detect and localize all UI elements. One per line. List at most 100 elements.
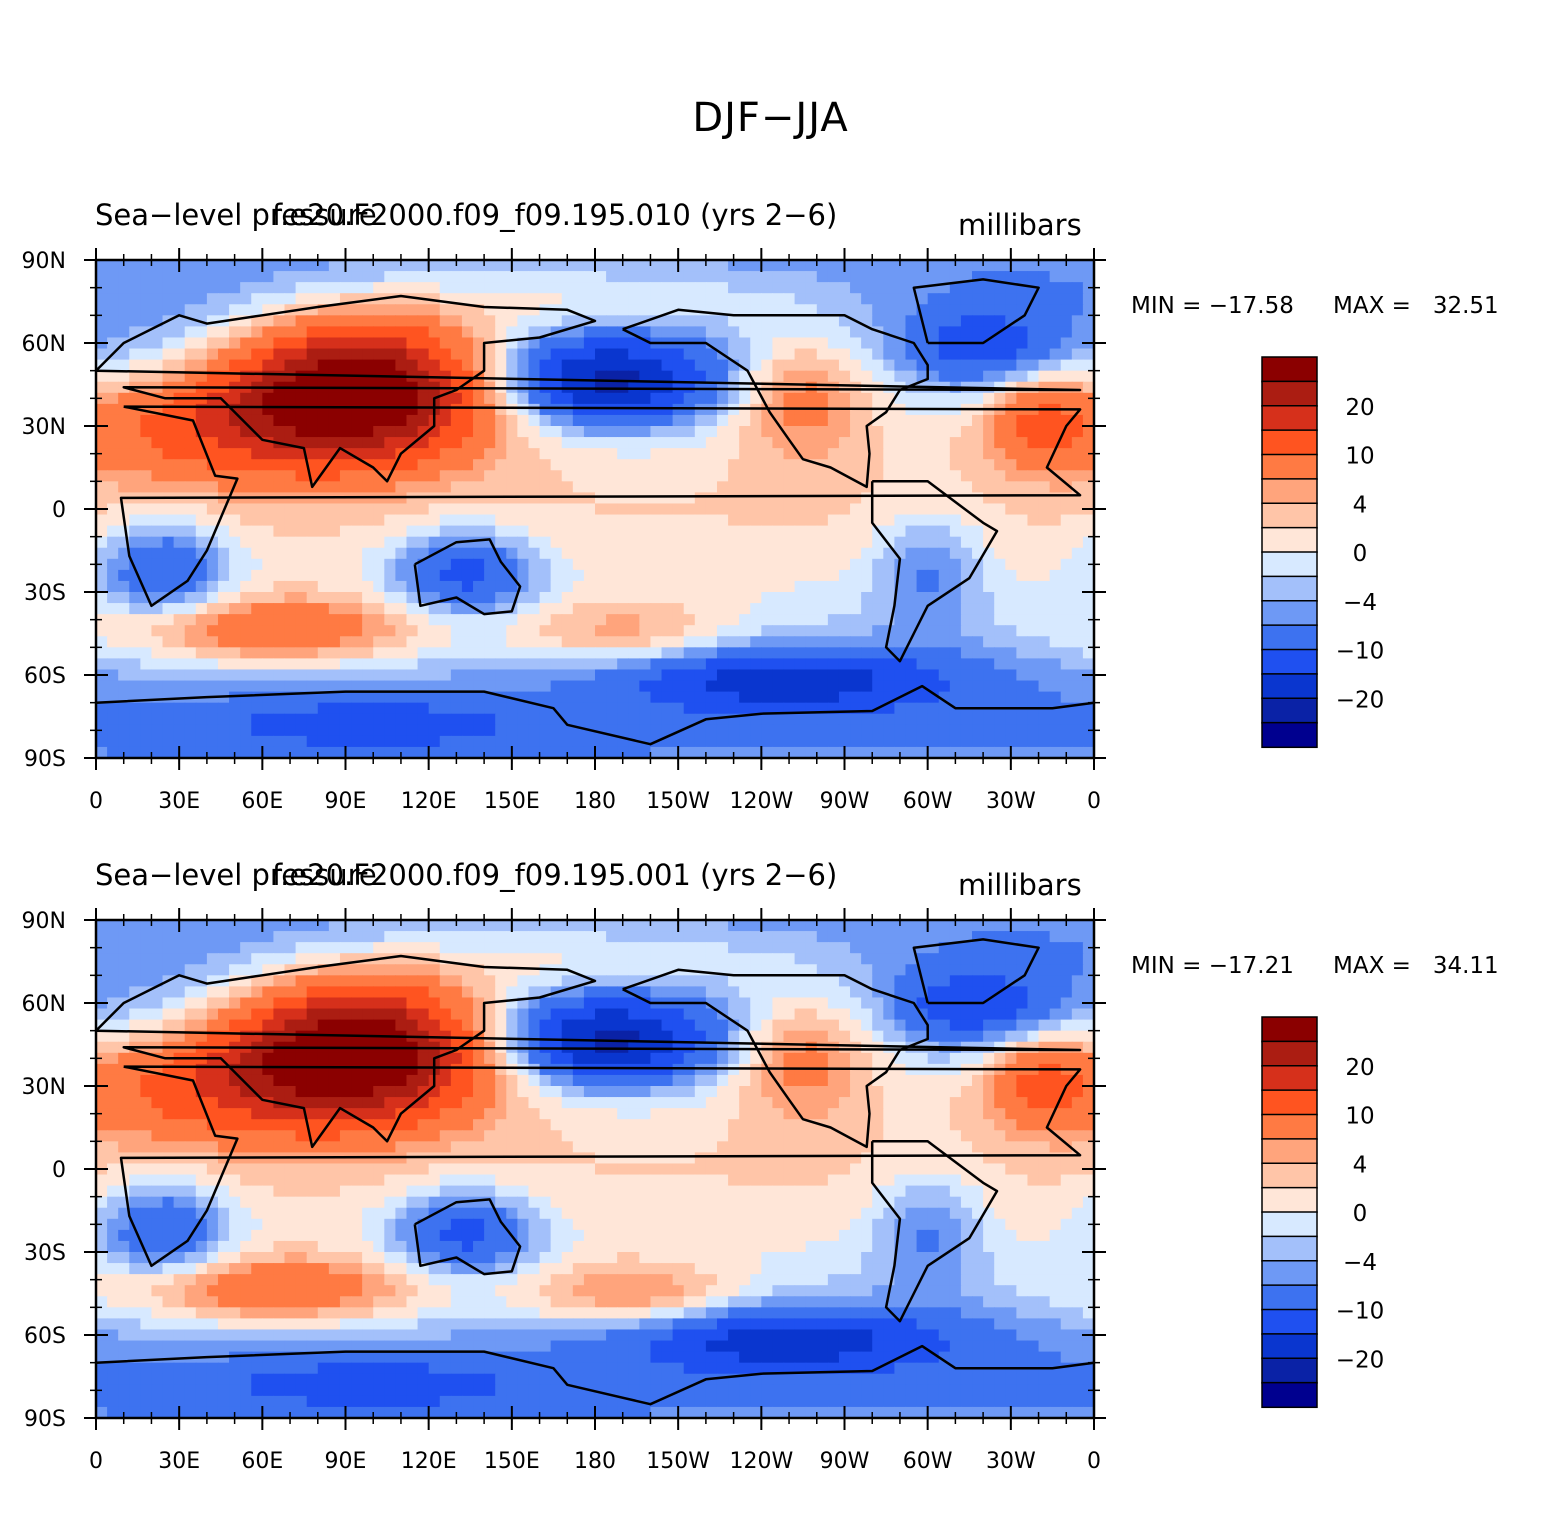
field-cell — [129, 986, 141, 999]
field-cell — [794, 986, 807, 999]
field-cell — [306, 603, 319, 615]
field-cell — [450, 337, 463, 350]
field-cell — [805, 1019, 818, 1032]
field-cell — [1071, 1008, 1084, 1021]
field-cell — [583, 614, 596, 626]
field-cell — [872, 370, 884, 383]
field-cell — [916, 459, 929, 471]
field-cell — [561, 1008, 574, 1021]
field-cell — [716, 426, 729, 438]
field-cell — [772, 514, 785, 527]
field-cell — [816, 569, 829, 582]
field-cell — [606, 569, 618, 582]
field-cell — [206, 470, 219, 482]
field-cell — [750, 503, 762, 516]
field-cell — [606, 392, 618, 405]
field-cell — [417, 614, 430, 626]
field-cell — [129, 997, 141, 1010]
field-cell — [428, 713, 441, 726]
field-cell — [550, 746, 563, 759]
field-cell — [107, 569, 119, 582]
field-cell — [461, 1019, 474, 1032]
field-cell — [728, 381, 740, 394]
field-cell — [317, 569, 330, 582]
field-cell — [583, 459, 596, 471]
field-cell — [550, 975, 563, 987]
field-cell — [561, 426, 574, 438]
field-cell — [827, 337, 840, 350]
field-cell — [217, 942, 230, 954]
field-cell — [317, 525, 330, 538]
field-cell — [916, 448, 929, 460]
field-cell — [883, 514, 895, 527]
field-cell — [406, 403, 419, 416]
field-cell — [1082, 702, 1095, 715]
field-cell — [639, 470, 652, 482]
field-cell — [151, 658, 164, 671]
field-cell — [883, 271, 895, 283]
field-cell — [583, 625, 596, 637]
colorbar-box — [1261, 478, 1318, 505]
field-cell — [949, 414, 962, 427]
field-cell — [317, 315, 330, 327]
field-cell — [916, 964, 929, 976]
field-cell — [328, 481, 341, 493]
field-cell — [173, 481, 186, 493]
field-cell — [184, 315, 197, 327]
field-cell — [317, 1008, 330, 1021]
field-cell — [484, 975, 496, 987]
field-cell — [240, 975, 252, 987]
field-cell — [794, 381, 807, 394]
field-cell — [716, 724, 729, 737]
field-cell — [151, 636, 164, 648]
field-cell — [118, 315, 130, 327]
field-cell — [728, 392, 740, 405]
field-cell — [406, 348, 419, 361]
field-cell — [1049, 964, 1062, 976]
field-cell — [517, 636, 530, 648]
field-cell — [916, 942, 929, 954]
y-tick-label: 0 — [52, 498, 66, 523]
field-cell — [716, 392, 729, 405]
field-cell — [129, 680, 141, 693]
field-cell — [162, 735, 175, 748]
field-cell — [894, 592, 907, 604]
field-cell — [118, 547, 130, 560]
field-cell — [273, 997, 286, 1010]
field-cell — [1005, 986, 1017, 999]
field-cell — [617, 713, 629, 726]
field-cell — [251, 569, 263, 582]
field-cell — [827, 558, 840, 571]
field-cell — [495, 359, 507, 372]
field-cell — [539, 492, 552, 505]
field-cell — [739, 603, 751, 615]
field-cell — [539, 481, 552, 493]
field-cell — [295, 426, 308, 438]
field-cell — [960, 448, 973, 460]
field-cell — [528, 326, 541, 339]
field-cell — [783, 658, 796, 671]
field-cell — [240, 636, 252, 648]
field-cell — [517, 931, 530, 943]
field-cell — [395, 658, 408, 671]
field-cell — [206, 437, 219, 449]
field-cell — [705, 271, 718, 283]
field-cell — [206, 282, 219, 294]
field-cell — [927, 536, 940, 549]
field-cell — [716, 282, 729, 294]
field-cell — [1082, 492, 1095, 505]
field-cell — [484, 348, 496, 361]
field-cell — [140, 953, 153, 965]
field-cell — [694, 964, 707, 976]
field-cell — [927, 920, 940, 932]
field-cell — [450, 448, 463, 460]
field-cell — [983, 437, 995, 449]
field-cell — [927, 964, 940, 976]
field-cell — [949, 293, 962, 305]
field-cell — [1038, 569, 1051, 582]
field-cell — [206, 931, 219, 943]
field-cell — [240, 304, 252, 316]
field-cell — [960, 437, 973, 449]
field-cell — [1082, 713, 1095, 726]
field-cell — [894, 536, 907, 549]
